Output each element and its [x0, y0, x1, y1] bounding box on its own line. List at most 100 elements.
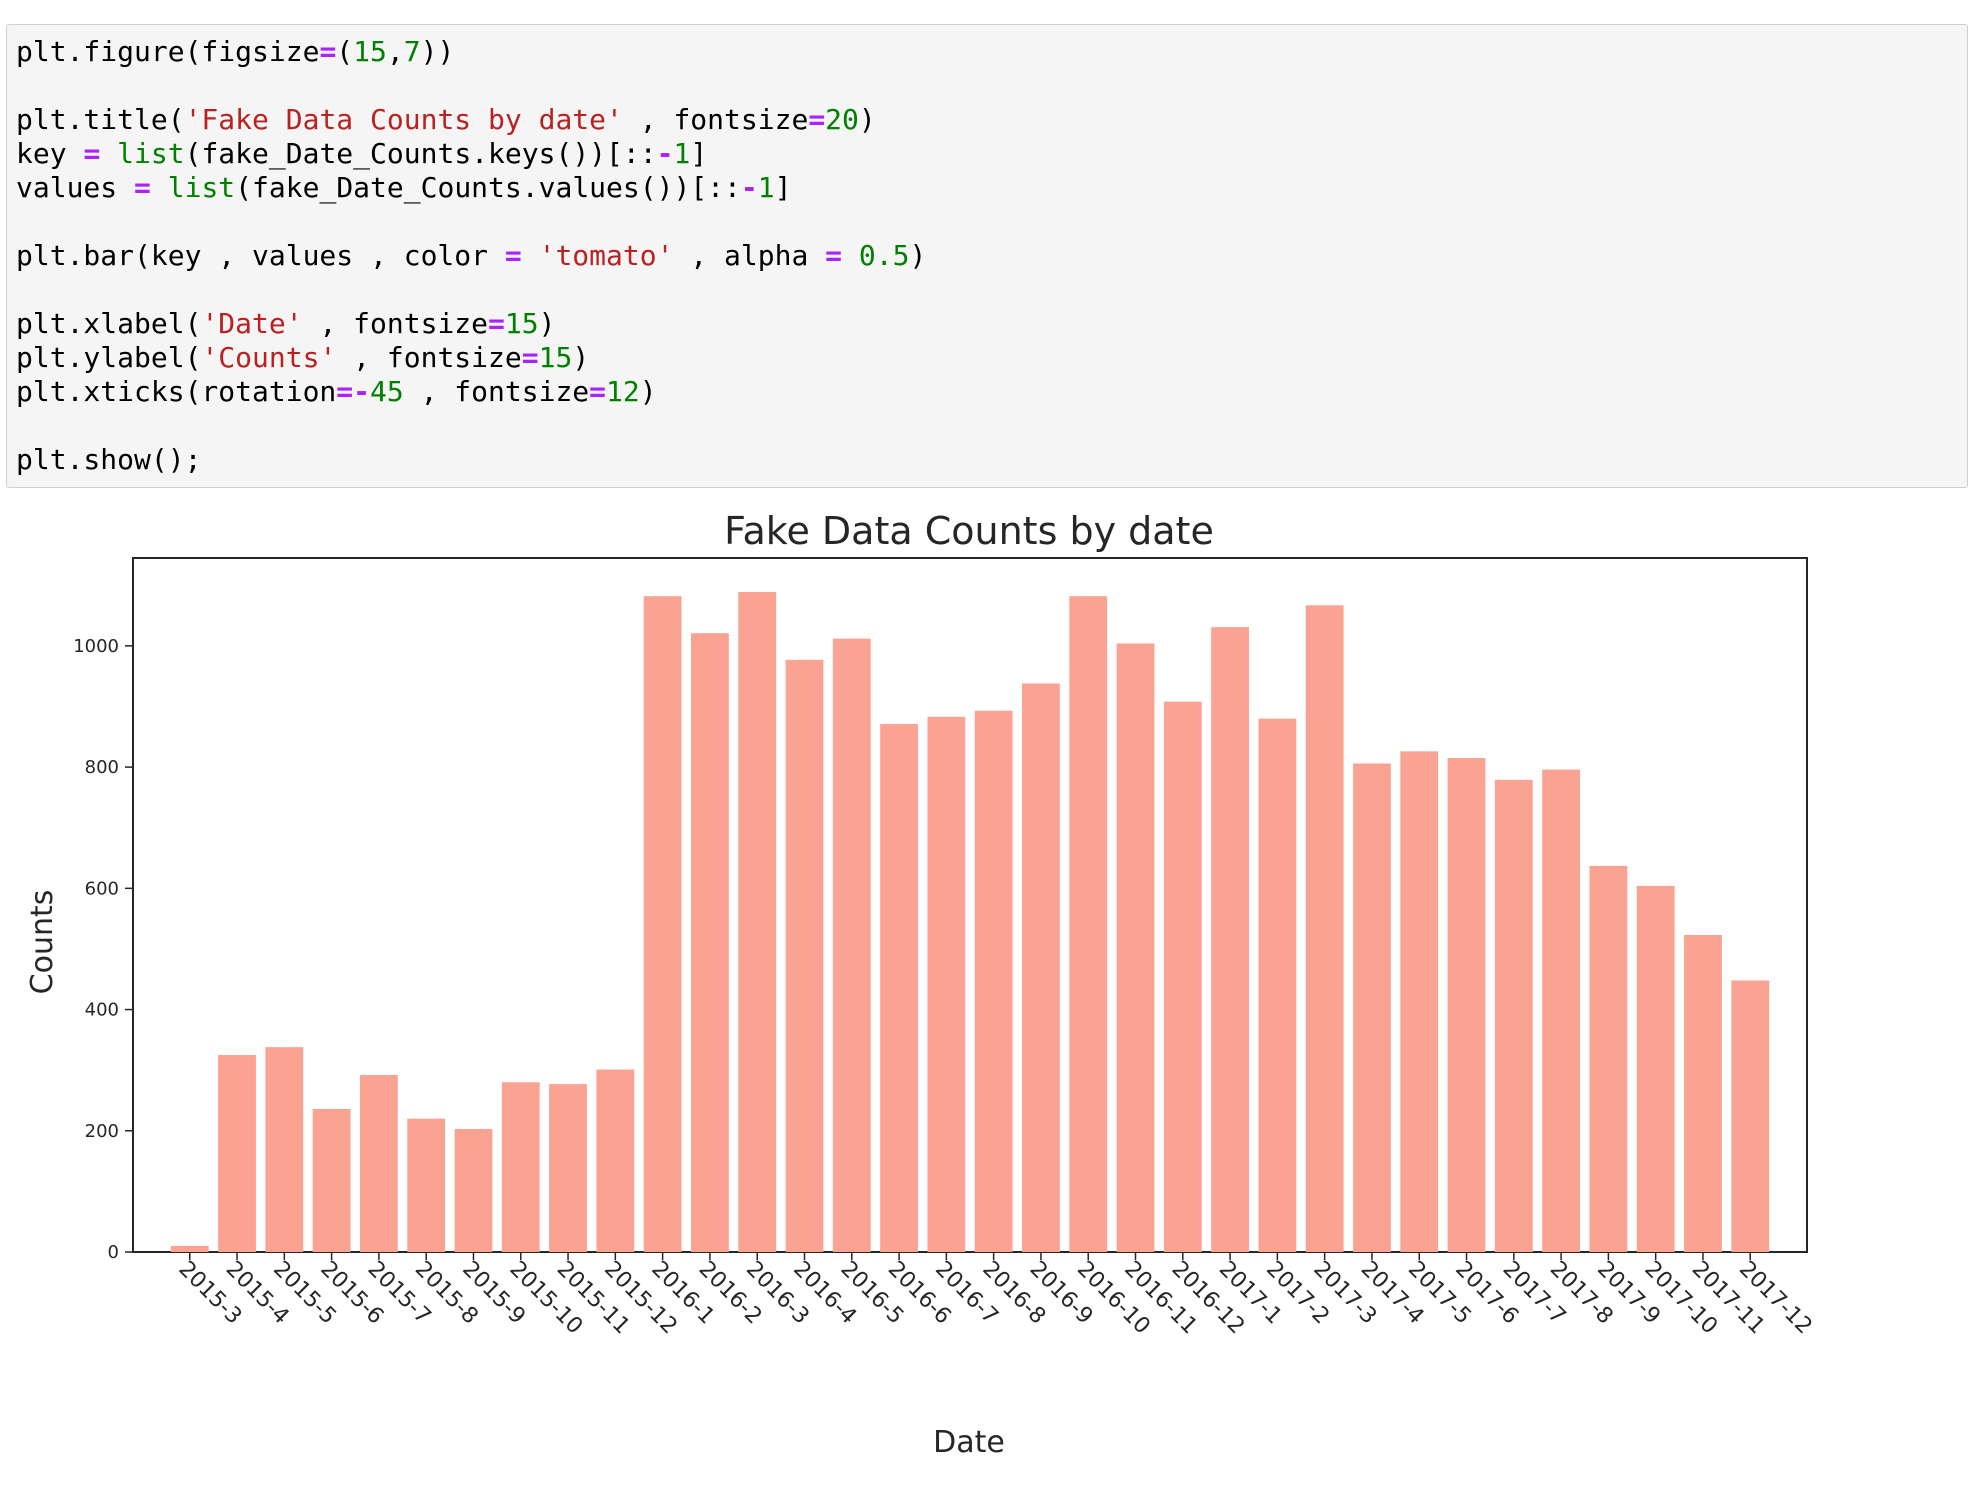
- code-token: )): [420, 35, 455, 68]
- code-token: -: [656, 137, 674, 170]
- code-token: =: [504, 239, 522, 272]
- y-tick-label: 800: [85, 757, 119, 778]
- bar-2016-11: [1116, 643, 1155, 1252]
- y-axis: 0 200 400 600 800 1000: [73, 636, 133, 1263]
- bar-2015-10: [501, 1082, 540, 1252]
- bar-2017-11: [1684, 935, 1722, 1252]
- bar-2017-5: [1400, 751, 1439, 1252]
- code-token: key: [16, 137, 84, 170]
- code-token: plt.xlabel(: [16, 307, 202, 340]
- code-token: 15: [353, 35, 387, 68]
- code-token: plt.title(: [16, 103, 185, 136]
- code-token: =: [808, 103, 826, 136]
- code-line: plt.bar(key , values , color = 'tomato' …: [16, 239, 926, 273]
- y-axis-label: Counts: [25, 890, 60, 995]
- bar-2016-2: [691, 633, 729, 1252]
- code-line: plt.title('Fake Data Counts by date' , f…: [16, 103, 926, 137]
- code-token: =-: [336, 375, 371, 408]
- y-tick-label: 1000: [73, 636, 119, 657]
- code-token: 1: [757, 171, 775, 204]
- code-line: plt.xlabel('Date' , fontsize=15): [16, 307, 926, 341]
- code-line: [16, 273, 926, 307]
- code-token: , fontsize: [302, 307, 489, 340]
- bar-2015-4: [218, 1055, 256, 1252]
- bar-2017-10: [1636, 885, 1675, 1252]
- code-token: 7: [403, 35, 421, 68]
- code-token: (fake_Date_Counts.values())[::: [235, 171, 741, 204]
- y-tick-label: 600: [85, 878, 119, 899]
- code-token: plt.ylabel(: [16, 341, 202, 374]
- code-token: 'tomato': [538, 239, 674, 272]
- code-token: =: [488, 307, 505, 340]
- code-line: key = list(fake_Date_Counts.keys())[::-1…: [16, 137, 926, 171]
- bar-2017-8: [1542, 769, 1581, 1252]
- code-token: 'Date': [201, 307, 303, 340]
- code-token: ): [639, 375, 657, 408]
- bar-2015-8: [407, 1118, 446, 1252]
- code-cell[interactable]: plt.figure(figsize=(15,7)) plt.title('Fak…: [6, 24, 1968, 488]
- code-token: 'Fake Data Counts by date': [184, 103, 623, 136]
- code-token: 1: [673, 137, 691, 170]
- code-line: plt.ylabel('Counts' , fontsize=15): [16, 341, 926, 375]
- code-line: values = list(fake_Date_Counts.values())…: [16, 171, 926, 205]
- bar-2016-8: [974, 710, 1013, 1252]
- code-token: 15: [538, 341, 573, 374]
- code-token: =: [825, 239, 843, 272]
- code-token: plt.show();: [16, 443, 202, 476]
- code-token: 0.5: [858, 239, 910, 272]
- y-tick-label: 0: [108, 1242, 119, 1263]
- code-token: list: [167, 171, 236, 204]
- bar-2016-10: [1069, 596, 1108, 1252]
- bar-2015-12: [596, 1069, 635, 1252]
- bar-2017-12: [1731, 980, 1770, 1252]
- bar-2015-9: [454, 1128, 493, 1252]
- code-token: , fontsize: [403, 375, 590, 408]
- code-token: =: [589, 375, 607, 408]
- code-line: [16, 69, 926, 103]
- bar-2017-1: [1211, 627, 1249, 1252]
- bars-group: [170, 591, 1770, 1252]
- code-token: ): [538, 307, 556, 340]
- bar-2016-1: [643, 596, 682, 1252]
- code-token: =: [134, 171, 151, 204]
- bar-2016-12: [1163, 701, 1202, 1252]
- bar-2017-7: [1494, 779, 1533, 1252]
- code-token: list: [117, 137, 185, 170]
- code-token: [100, 137, 117, 170]
- code-token: values: [16, 171, 135, 204]
- bar-2015-11: [549, 1084, 587, 1252]
- bar-2016-6: [880, 724, 918, 1252]
- plot-frame: [132, 557, 1808, 1253]
- code-line: [16, 409, 926, 443]
- bar-2017-3: [1305, 605, 1344, 1252]
- code-token: (fake_Date_Counts.keys())[::: [184, 137, 657, 170]
- bar-2016-4: [785, 659, 824, 1252]
- x-axis: 2015-32015-42015-52015-62015-72015-82015…: [174, 1252, 1817, 1339]
- code-line: [16, 205, 926, 239]
- code-token: ): [572, 341, 590, 374]
- code-token: =: [83, 137, 101, 170]
- bar-2016-3: [738, 591, 777, 1252]
- code-token: , alpha: [673, 239, 826, 272]
- code-token: 12: [606, 375, 640, 408]
- bar-chart: Fake Data Counts by date 0 200 400 600 800 10…: [25, 509, 1817, 1460]
- code-token: 'Counts': [201, 341, 337, 374]
- code-token: 20: [825, 103, 859, 136]
- code-token: plt.xticks(rotation: [16, 375, 337, 408]
- code-token: [842, 239, 859, 272]
- code-line: plt.figure(figsize=(15,7)): [16, 35, 926, 69]
- code-token: 45: [370, 375, 404, 408]
- x-axis-label: Date: [933, 1425, 1005, 1460]
- bar-2017-9: [1589, 865, 1628, 1252]
- bar-2016-5: [832, 638, 871, 1252]
- code-token: =: [521, 341, 539, 374]
- code-token: ): [858, 103, 876, 136]
- code-token: plt.bar(key , values , color: [16, 239, 505, 272]
- code-token: =: [319, 35, 337, 68]
- bar-2017-2: [1258, 718, 1297, 1252]
- code-token: -: [740, 171, 758, 204]
- code-token: ]: [774, 171, 792, 204]
- code-editor[interactable]: plt.figure(figsize=(15,7)) plt.title('Fak…: [16, 35, 926, 477]
- bar-2015-6: [312, 1108, 351, 1252]
- bar-2015-3: [170, 1245, 209, 1252]
